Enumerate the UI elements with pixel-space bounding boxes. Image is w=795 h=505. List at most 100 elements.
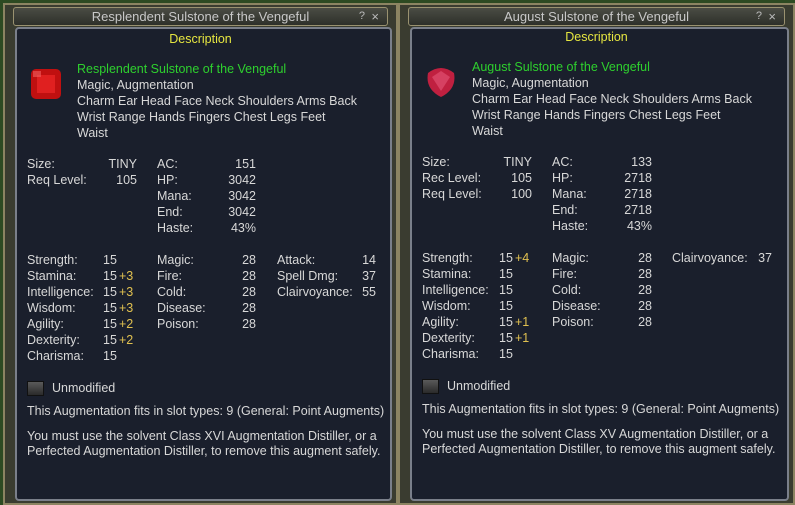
combat-stat-value: 2718: [624, 203, 652, 217]
attribute-label: Stamina:: [422, 267, 472, 281]
description-header: Description: [169, 32, 232, 46]
combat-stat-label: AC:: [552, 155, 573, 169]
attribute-value: 15: [103, 269, 117, 283]
extra-stat-label: Clairvoyance:: [672, 251, 748, 265]
window-title-bar[interactable]: August Sulstone of the Vengeful? ×: [408, 7, 785, 26]
combat-stat-label: Haste:: [552, 219, 589, 233]
combat-stat-value: 151: [235, 157, 256, 171]
attribute-label: Strength:: [422, 251, 473, 265]
resist-value: 28: [242, 253, 256, 267]
extra-stat-label: Attack:: [277, 253, 316, 267]
combat-stat-value: 2718: [624, 187, 652, 201]
info-value: TINY: [108, 157, 137, 171]
attribute-bonus: +1: [515, 315, 530, 329]
square-ruby-icon: [29, 67, 63, 101]
triangle-ruby-icon: [424, 65, 458, 99]
unmodified-label: Unmodified: [52, 381, 116, 395]
close-button[interactable]: ×: [768, 9, 776, 24]
unmodified-label: Unmodified: [447, 379, 511, 393]
resist-label: Poison:: [552, 315, 594, 329]
attribute-value: 15: [499, 299, 513, 313]
resist-value: 28: [638, 299, 652, 313]
info-value: 105: [511, 171, 532, 185]
info-label: Rec Level:: [422, 171, 482, 185]
info-value: TINY: [503, 155, 532, 169]
help-button[interactable]: ?: [358, 10, 365, 22]
combat-stat-value: 2718: [624, 171, 652, 185]
window-title: August Sulstone of the Vengeful: [503, 9, 690, 24]
combat-stat-value: 43%: [230, 221, 256, 235]
resist-value: 28: [638, 283, 652, 297]
equip-slots-line: Waist: [77, 126, 108, 140]
distiller-text: Perfected Augmentation Distiller, to rem…: [422, 442, 776, 456]
combat-stat-value: 133: [631, 155, 652, 169]
combat-stat-label: End:: [552, 203, 578, 217]
attribute-value: 15: [499, 251, 513, 265]
attribute-value: 15: [103, 317, 117, 331]
attribute-value: 15: [103, 333, 117, 347]
extra-stat-value: 14: [362, 253, 376, 267]
info-value: 100: [511, 187, 532, 201]
description-panel: [15, 27, 392, 501]
resist-value: 28: [638, 315, 652, 329]
attribute-label: Charisma:: [422, 347, 479, 361]
description-panel: [410, 27, 789, 501]
item-window-1: Resplendent Sulstone of the Vengeful? ×: [3, 3, 398, 505]
extra-stat-label: Spell Dmg:: [277, 269, 339, 283]
attribute-label: Charisma:: [27, 349, 84, 363]
resist-label: Magic:: [157, 253, 194, 267]
combat-stat-label: Haste:: [157, 221, 194, 235]
combat-stat-label: HP:: [552, 171, 573, 185]
window-title-bar[interactable]: Resplendent Sulstone of the Vengeful? ×: [13, 7, 388, 26]
attribute-label: Intelligence:: [27, 285, 94, 299]
window-title: Resplendent Sulstone of the Vengeful: [91, 9, 310, 24]
equip-slots-line: Wrist Range Hands Fingers Chest Legs Fee…: [472, 108, 721, 122]
resist-label: Poison:: [157, 317, 199, 331]
slot-types-text: This Augmentation fits in slot types: 9 …: [27, 404, 385, 418]
combat-stat-value: 3042: [228, 173, 256, 187]
combat-stat-value: 43%: [626, 219, 652, 233]
equip-slots-line: Waist: [472, 124, 503, 138]
distiller-text: You must use the solvent Class XV Augmen…: [422, 427, 769, 441]
attribute-label: Wisdom:: [422, 299, 471, 313]
info-label: Req Level:: [422, 187, 482, 201]
unmodified-checkbox[interactable]: [422, 379, 439, 394]
help-button[interactable]: ?: [755, 10, 762, 22]
attribute-bonus: +2: [119, 333, 134, 347]
attribute-label: Wisdom:: [27, 301, 76, 315]
extra-stat-value: 37: [362, 269, 376, 283]
attribute-label: Agility:: [27, 317, 64, 331]
attribute-label: Dexterity:: [27, 333, 80, 347]
description-header: Description: [565, 30, 628, 44]
attribute-value: 15: [499, 347, 513, 361]
equip-slots-line: Wrist Range Hands Fingers Chest Legs Fee…: [77, 110, 326, 124]
attribute-label: Intelligence:: [422, 283, 489, 297]
combat-stat-label: Mana:: [552, 187, 587, 201]
info-label: Size:: [422, 155, 450, 169]
item-name: August Sulstone of the Vengeful: [472, 60, 650, 74]
attribute-label: Agility:: [422, 315, 459, 329]
attribute-value: 15: [499, 267, 513, 281]
attribute-value: 15: [103, 285, 117, 299]
info-label: Req Level:: [27, 173, 87, 187]
resist-value: 28: [242, 317, 256, 331]
equip-slots-line: Charm Ear Head Face Neck Shoulders Arms …: [77, 94, 357, 108]
combat-stat-label: End:: [157, 205, 183, 219]
combat-stat-label: Mana:: [157, 189, 192, 203]
resist-label: Fire:: [552, 267, 577, 281]
unmodified-checkbox[interactable]: [27, 381, 44, 396]
attribute-value: 15: [499, 331, 513, 345]
attribute-label: Stamina:: [27, 269, 77, 283]
combat-stat-value: 3042: [228, 205, 256, 219]
close-button[interactable]: ×: [371, 9, 379, 24]
item-window-2: August Sulstone of the Vengeful? ×: [398, 3, 795, 505]
attribute-bonus: +3: [119, 285, 134, 299]
extra-stat-value: 37: [758, 251, 772, 265]
combat-stat-label: HP:: [157, 173, 178, 187]
item-type: Magic, Augmentation: [472, 76, 589, 90]
combat-stat-value: 3042: [228, 189, 256, 203]
resist-value: 28: [242, 269, 256, 283]
resist-label: Magic:: [552, 251, 589, 265]
resist-label: Fire:: [157, 269, 182, 283]
item-type: Magic, Augmentation: [77, 78, 194, 92]
